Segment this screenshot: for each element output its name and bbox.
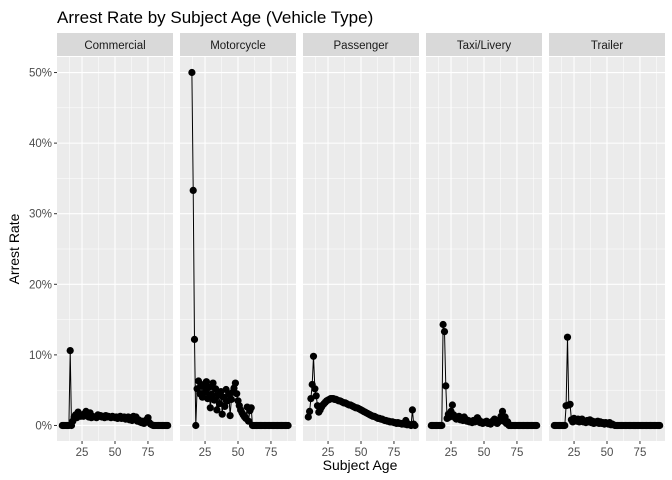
data-point: [227, 395, 235, 403]
data-point: [189, 186, 197, 194]
data-point: [247, 404, 255, 412]
x-axis-title: Subject Age: [323, 457, 398, 473]
data-point: [210, 396, 218, 404]
facet-strip-label: Trailer: [591, 40, 623, 52]
facet-panel-trailer: Trailer 25 50 75: [549, 33, 665, 459]
facet-strip: [57, 33, 173, 56]
data-point: [192, 421, 200, 430]
data-point: [164, 421, 172, 430]
x-tick-label: 25: [445, 447, 458, 459]
data-point: [226, 412, 234, 420]
data-point: [233, 390, 241, 398]
y-tick-label: 30%: [29, 209, 52, 221]
x-tick-label: 50: [109, 447, 122, 459]
y-tick-label: 20%: [29, 279, 52, 291]
facet-strip-label: Motorcycle: [210, 40, 266, 52]
data-point: [215, 400, 224, 408]
data-point: [411, 421, 419, 430]
x-tick-label: 50: [232, 447, 245, 459]
x-tick-label: 75: [265, 447, 278, 459]
chart-title: Arrest Rate by Subject Age (Vehicle Type…: [57, 8, 373, 27]
data-point: [231, 379, 239, 387]
data-point: [561, 421, 569, 430]
x-tick-label: 50: [355, 447, 368, 459]
data-point: [563, 333, 572, 341]
data-point: [442, 382, 450, 390]
x-tick-label: 75: [388, 447, 401, 459]
data-point: [66, 347, 74, 355]
data-point: [656, 421, 664, 430]
data-point: [202, 378, 210, 386]
x-tick-label: 50: [601, 447, 614, 459]
facet-panel-commercial: Commercial 25 50 75: [57, 33, 173, 459]
data-point: [498, 407, 507, 415]
data-point: [440, 328, 449, 336]
x-tick-label: 75: [634, 447, 647, 459]
x-tick-label: 50: [478, 447, 491, 459]
x-tick-label: 25: [76, 447, 89, 459]
data-point: [208, 390, 216, 398]
data-point: [438, 421, 446, 430]
data-point: [209, 379, 217, 387]
data-point: [309, 352, 318, 360]
data-point: [206, 404, 214, 412]
data-point: [408, 406, 416, 414]
facet-strip: [303, 33, 419, 56]
facet-strip-label: Taxi/Livery: [457, 40, 512, 52]
data-point: [188, 68, 196, 77]
facet-panel-passenger: Passenger 25 50 75: [303, 33, 419, 459]
x-tick-label: 25: [568, 447, 581, 459]
data-point: [566, 400, 574, 408]
x-tick-label: 75: [142, 447, 155, 459]
facet-strip-label: Passenger: [334, 40, 389, 52]
data-point: [304, 413, 312, 421]
y-axis: 0% 10% 20% 30% 40% 50%: [29, 68, 57, 432]
y-axis-title: Arrest Rate: [6, 213, 22, 284]
facet-strip: [549, 33, 665, 56]
data-point: [306, 407, 314, 415]
data-point: [533, 421, 541, 430]
facet-strip: [426, 33, 542, 56]
facet-panel-taxi-livery: Taxi/Livery 25 50 75: [426, 33, 542, 459]
y-tick-label: 40%: [29, 138, 52, 150]
facet-strip-label: Commercial: [84, 40, 145, 52]
data-point: [212, 385, 220, 393]
data-point: [201, 388, 209, 396]
facet-panel-motorcycle: Motorcycle 25 50 75: [180, 33, 296, 459]
data-point: [307, 395, 315, 403]
data-point: [439, 320, 447, 329]
data-point: [311, 385, 319, 393]
data-point: [221, 402, 229, 410]
data-point: [213, 406, 221, 414]
y-tick-label: 10%: [29, 350, 52, 362]
facet-strip: [180, 33, 296, 56]
y-tick-label: 0%: [35, 420, 52, 432]
y-tick-label: 50%: [29, 68, 52, 80]
x-tick-label: 25: [322, 447, 335, 459]
data-point: [190, 335, 199, 343]
data-point: [312, 392, 320, 400]
data-point: [284, 421, 292, 430]
x-tick-label: 25: [199, 447, 212, 459]
data-point: [448, 401, 456, 409]
data-point: [218, 410, 226, 418]
x-tick-label: 75: [511, 447, 524, 459]
